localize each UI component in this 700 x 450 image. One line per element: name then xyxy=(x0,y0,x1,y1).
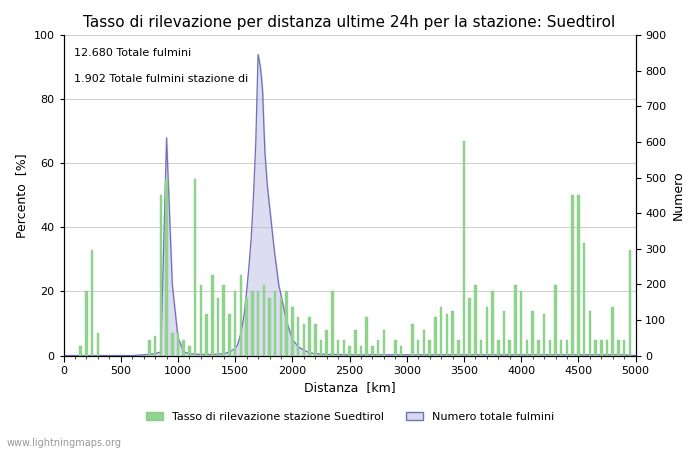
Bar xyxy=(617,339,620,356)
Bar xyxy=(491,292,494,356)
Bar xyxy=(468,298,471,356)
Legend: Tasso di rilevazione stazione Suedtirol, Numero totale fulmini: Tasso di rilevazione stazione Suedtirol,… xyxy=(142,407,558,427)
Bar xyxy=(165,180,168,356)
Bar xyxy=(571,195,574,356)
Text: 12.680 Totale fulmini: 12.680 Totale fulmini xyxy=(74,48,191,58)
Bar xyxy=(474,285,477,356)
Text: www.lightningmaps.org: www.lightningmaps.org xyxy=(7,438,122,448)
Bar xyxy=(97,333,99,356)
Bar xyxy=(457,339,459,356)
Y-axis label: Numero: Numero xyxy=(672,171,685,220)
Bar xyxy=(480,339,482,356)
Bar xyxy=(526,339,528,356)
Bar xyxy=(629,250,631,356)
Bar xyxy=(383,330,385,356)
Bar xyxy=(217,298,219,356)
X-axis label: Distanza  [km]: Distanza [km] xyxy=(304,382,396,395)
Bar xyxy=(205,314,208,356)
Bar xyxy=(417,339,419,356)
Bar xyxy=(560,339,563,356)
Bar xyxy=(280,298,282,356)
Bar xyxy=(160,195,162,356)
Bar xyxy=(239,275,242,356)
Bar xyxy=(302,324,305,356)
Bar xyxy=(503,310,505,356)
Bar xyxy=(434,317,437,356)
Bar xyxy=(268,298,271,356)
Bar xyxy=(291,307,293,356)
Bar xyxy=(262,285,265,356)
Bar xyxy=(194,180,197,356)
Bar xyxy=(377,339,379,356)
Bar xyxy=(463,141,466,356)
Bar xyxy=(412,324,414,356)
Bar xyxy=(542,314,545,356)
Bar xyxy=(85,292,88,356)
Bar xyxy=(91,250,93,356)
Bar xyxy=(342,339,345,356)
Bar xyxy=(297,317,300,356)
Bar xyxy=(520,292,522,356)
Bar xyxy=(274,292,276,356)
Text: 1.902 Totale fulmini stazione di: 1.902 Totale fulmini stazione di xyxy=(74,74,248,84)
Bar xyxy=(577,195,580,356)
Bar xyxy=(554,285,556,356)
Bar xyxy=(589,310,591,356)
Bar xyxy=(331,292,334,356)
Bar xyxy=(246,298,248,356)
Bar xyxy=(549,339,551,356)
Bar xyxy=(423,330,425,356)
Title: Tasso di rilevazione per distanza ultime 24h per la stazione: Suedtirol: Tasso di rilevazione per distanza ultime… xyxy=(83,15,616,30)
Bar xyxy=(446,314,448,356)
Bar xyxy=(440,307,442,356)
Bar xyxy=(234,292,237,356)
Bar xyxy=(320,339,322,356)
Bar xyxy=(400,346,402,356)
Bar xyxy=(223,285,225,356)
Bar xyxy=(314,324,316,356)
Bar xyxy=(199,285,202,356)
Bar xyxy=(606,339,608,356)
Bar xyxy=(594,339,597,356)
Bar xyxy=(537,339,540,356)
Bar xyxy=(308,317,311,356)
Bar xyxy=(486,307,488,356)
Bar xyxy=(154,336,156,356)
Bar xyxy=(497,339,500,356)
Bar xyxy=(600,339,603,356)
Bar xyxy=(257,292,259,356)
Bar xyxy=(286,292,288,356)
Bar xyxy=(148,339,150,356)
Bar xyxy=(251,292,253,356)
Bar xyxy=(394,339,397,356)
Bar xyxy=(583,243,585,356)
Bar xyxy=(326,330,328,356)
Bar xyxy=(428,339,431,356)
Bar xyxy=(371,346,374,356)
Bar xyxy=(514,285,517,356)
Bar xyxy=(228,314,231,356)
Bar xyxy=(508,339,511,356)
Y-axis label: Percento  [%]: Percento [%] xyxy=(15,153,28,238)
Bar xyxy=(171,333,174,356)
Bar xyxy=(531,310,534,356)
Bar xyxy=(452,310,454,356)
Bar xyxy=(354,330,356,356)
Bar xyxy=(623,339,625,356)
Bar xyxy=(80,346,82,356)
Bar xyxy=(566,339,568,356)
Bar xyxy=(612,307,614,356)
Bar xyxy=(211,275,214,356)
Bar xyxy=(337,339,340,356)
Bar xyxy=(365,317,368,356)
Bar xyxy=(188,346,190,356)
Bar xyxy=(176,333,179,356)
Bar xyxy=(183,339,185,356)
Bar xyxy=(360,346,363,356)
Bar xyxy=(349,346,351,356)
